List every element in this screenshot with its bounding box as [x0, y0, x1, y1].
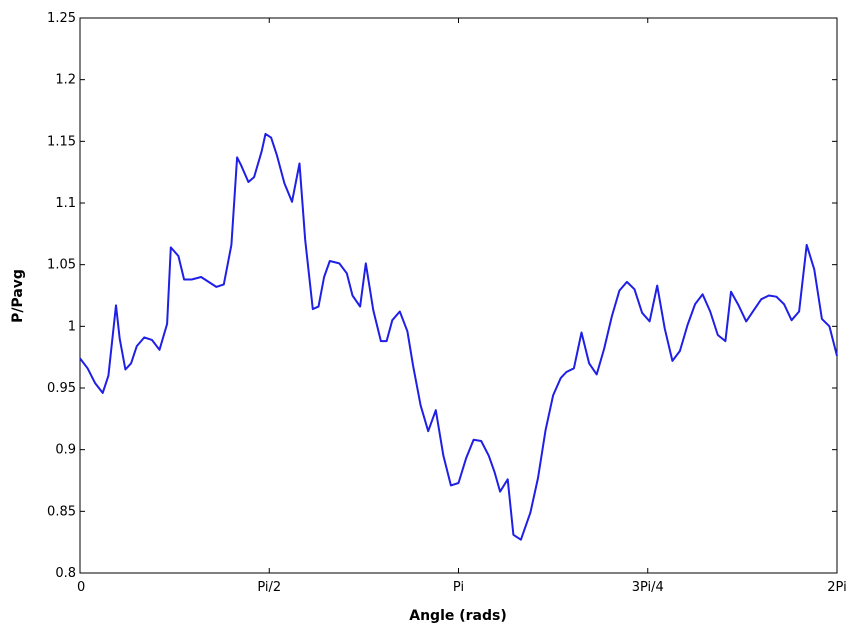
x-axis-label: Angle (rads) [409, 608, 507, 624]
y-tick-label: 1.1 [55, 196, 76, 211]
y-tick-label: 1.15 [47, 134, 76, 149]
y-tick-label: 0.9 [55, 443, 76, 458]
x-tick-label: 2Pi [827, 580, 846, 595]
y-tick-label: 1 [68, 319, 76, 334]
x-axis-ticks: 0 Pi/2 Pi 3Pi/4 2Pi [77, 18, 847, 595]
y-axis-ticks: 0.8 0.85 0.9 0.95 1 1.05 1.1 1.15 1.2 1.25 [47, 11, 837, 581]
y-tick-label: 1.2 [55, 73, 76, 88]
y-axis-label: P/Pavg [10, 269, 26, 323]
x-tick-label: Pi/2 [257, 580, 281, 595]
y-tick-label: 1.25 [47, 11, 76, 26]
y-tick-label: 1.05 [47, 258, 76, 273]
y-tick-label: 0.95 [47, 381, 76, 396]
x-tick-label: Pi [453, 580, 464, 595]
y-tick-label: 0.8 [55, 566, 76, 581]
plot-area-frame [79, 17, 838, 574]
series-line [79, 132, 838, 541]
y-tick-label: 0.85 [47, 504, 76, 519]
x-tick-label: 0 [77, 580, 85, 595]
x-tick-label: 3Pi/4 [632, 580, 664, 595]
